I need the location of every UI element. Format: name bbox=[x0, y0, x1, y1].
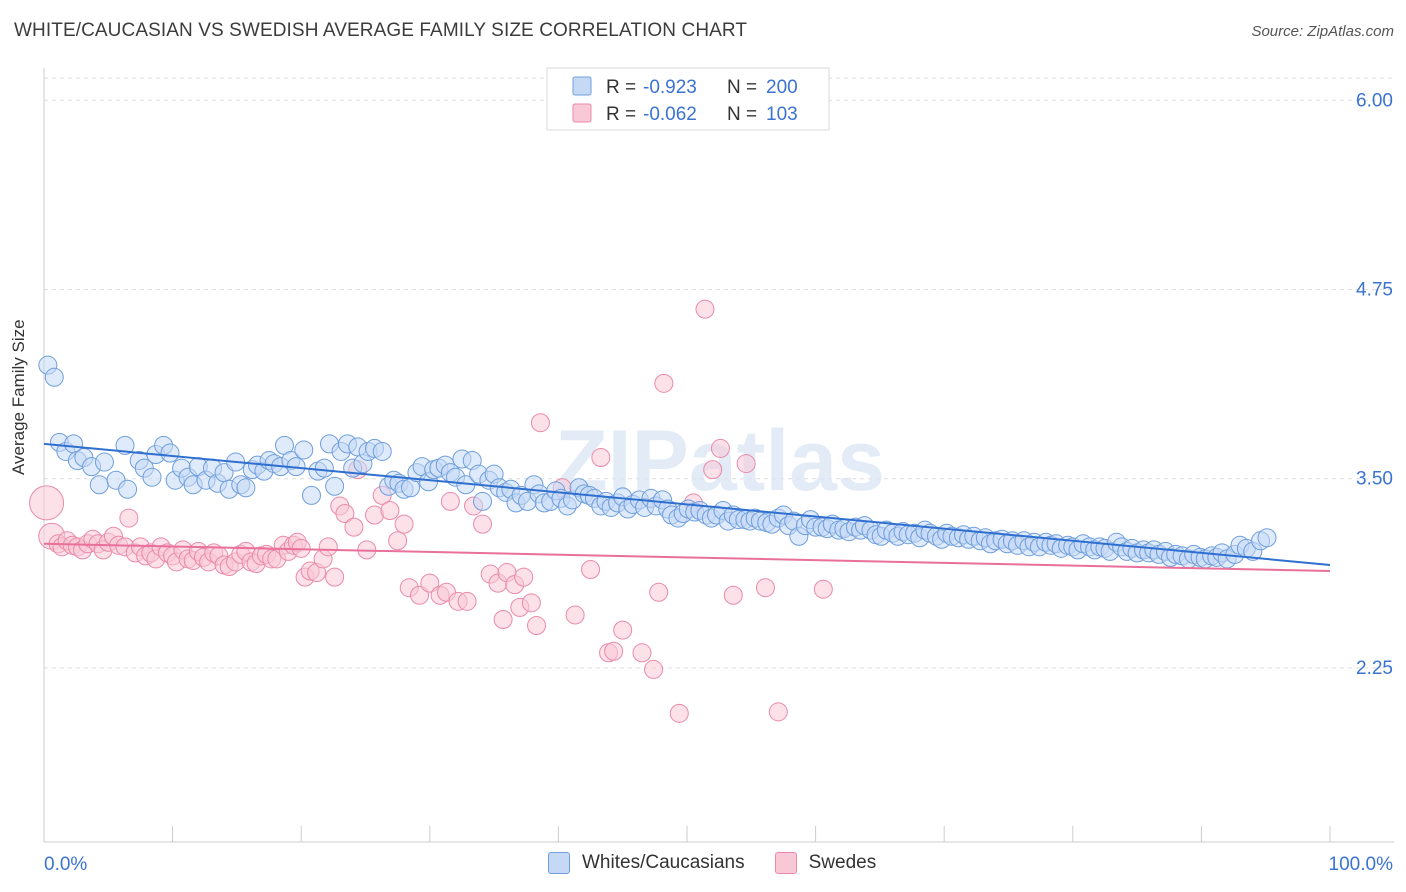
swedes-point bbox=[514, 567, 534, 587]
swedes-point bbox=[644, 659, 664, 679]
stats-legend-box bbox=[546, 67, 830, 131]
whites-point bbox=[372, 441, 392, 461]
swedes-point bbox=[380, 500, 400, 520]
y-tick-label: 4.75 bbox=[1356, 279, 1393, 300]
stats-legend-swatch bbox=[572, 76, 592, 96]
whites-point bbox=[115, 435, 135, 455]
swedes-point bbox=[440, 491, 460, 511]
swedes-point bbox=[530, 413, 550, 433]
swedes-point bbox=[493, 609, 513, 629]
swedes-point bbox=[723, 585, 743, 605]
swedes-point bbox=[581, 560, 601, 580]
stats-r-value: -0.062 bbox=[643, 104, 697, 125]
swedes-point bbox=[335, 504, 355, 524]
swedes-point bbox=[565, 605, 585, 625]
legend-swatch-whites bbox=[548, 852, 570, 874]
swedes-point bbox=[669, 703, 689, 723]
swedes-point bbox=[632, 643, 652, 663]
swedes-point bbox=[613, 620, 633, 640]
stats-n-label: N = bbox=[727, 104, 757, 125]
y-tick-label: 2.25 bbox=[1356, 658, 1393, 679]
swedes-point bbox=[654, 373, 674, 393]
whites-point bbox=[142, 467, 162, 487]
legend-label-whites: Whites/Caucasians bbox=[582, 852, 745, 873]
swedes-point bbox=[736, 454, 756, 474]
axes bbox=[43, 68, 1394, 843]
trend-lines bbox=[43, 442, 1331, 573]
whites-trend-line bbox=[43, 442, 1331, 566]
legend-item-swedes[interactable]: Swedes bbox=[774, 852, 877, 874]
swedes-trend-line bbox=[43, 542, 1331, 573]
whites-point bbox=[89, 475, 109, 495]
swedes-point bbox=[344, 517, 364, 537]
x-tick-label: 100.0% bbox=[1329, 854, 1394, 875]
swedes-point bbox=[591, 448, 611, 468]
swedes-point bbox=[649, 582, 669, 602]
swedes-point bbox=[527, 616, 547, 636]
legend-label-swedes: Swedes bbox=[808, 852, 877, 873]
whites-point bbox=[44, 367, 64, 387]
whites-point bbox=[473, 491, 493, 511]
swedes-point bbox=[410, 585, 430, 605]
stats-n-value: 103 bbox=[766, 104, 798, 125]
legend-swatch-swedes bbox=[774, 852, 797, 874]
swedes-point bbox=[388, 531, 408, 551]
whites-points bbox=[38, 355, 1277, 569]
stats-r-value: -0.923 bbox=[643, 77, 697, 98]
series-legend: Whites/Caucasians Swedes bbox=[548, 852, 906, 874]
swedes-point bbox=[755, 578, 775, 598]
swedes-point bbox=[473, 514, 493, 534]
whites-point bbox=[94, 452, 114, 472]
stats-n-value: 200 bbox=[766, 77, 798, 98]
swedes-point bbox=[325, 567, 345, 587]
gridlines bbox=[44, 77, 1394, 669]
swedes-point bbox=[710, 438, 730, 458]
x-tick-label: 0.0% bbox=[44, 854, 87, 875]
swedes-point bbox=[768, 702, 788, 722]
stats-legend-swatch bbox=[572, 103, 592, 123]
whites-point bbox=[236, 478, 256, 498]
swedes-point bbox=[703, 460, 723, 480]
chart-title: WHITE/CAUCASIAN VS SWEDISH AVERAGE FAMIL… bbox=[14, 20, 748, 41]
tick-labels: 2.25 3.50 4.75 6.00 0.0% 100.0% bbox=[44, 90, 1393, 875]
whites-point bbox=[160, 443, 180, 463]
legend-item-whites[interactable]: Whites/Caucasians bbox=[548, 852, 745, 874]
y-tick-label: 3.50 bbox=[1356, 469, 1393, 490]
swedes-point bbox=[119, 508, 139, 528]
whites-point bbox=[294, 440, 314, 460]
whites-point bbox=[1257, 528, 1277, 548]
stats-r-label: R = bbox=[606, 77, 636, 98]
swedes-point bbox=[813, 579, 833, 599]
stats-legend: R = -0.923 N = 200 R = -0.062 N = 103 bbox=[546, 67, 830, 131]
swedes-point bbox=[318, 537, 338, 557]
whites-point bbox=[118, 479, 138, 499]
y-tick-label: 6.00 bbox=[1356, 90, 1393, 111]
swedes-point bbox=[695, 299, 715, 319]
whites-point bbox=[301, 485, 321, 505]
swedes-point bbox=[394, 514, 414, 534]
swedes-point bbox=[521, 593, 541, 613]
stats-n-label: N = bbox=[727, 77, 757, 98]
swedes-point bbox=[29, 485, 65, 521]
swedes-point bbox=[457, 591, 477, 611]
source-label: Source: ZipAtlas.com bbox=[1251, 23, 1394, 40]
swedes-point bbox=[604, 641, 624, 661]
stats-r-label: R = bbox=[606, 104, 636, 125]
swedes-point bbox=[420, 573, 440, 593]
whites-point bbox=[314, 458, 334, 478]
whites-point bbox=[325, 476, 345, 496]
